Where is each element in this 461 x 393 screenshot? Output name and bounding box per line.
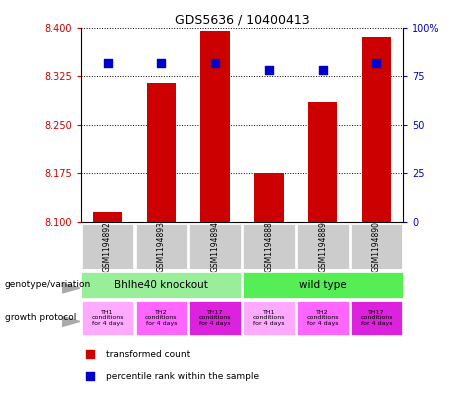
Text: GSM1194892: GSM1194892 <box>103 221 112 272</box>
Bar <box>201 31 230 222</box>
Text: TH2
conditions
for 4 days: TH2 conditions for 4 days <box>307 310 339 326</box>
Polygon shape <box>62 316 80 327</box>
Bar <box>243 301 295 335</box>
Text: GSM1194893: GSM1194893 <box>157 221 166 272</box>
Bar <box>297 224 349 269</box>
Text: TH17
conditions
for 4 days: TH17 conditions for 4 days <box>199 310 231 326</box>
Point <box>87 351 94 358</box>
Text: TH1
conditions
for 4 days: TH1 conditions for 4 days <box>253 310 285 326</box>
Point <box>158 60 165 66</box>
Bar <box>297 301 349 335</box>
Text: genotype/variation: genotype/variation <box>5 280 91 289</box>
Bar <box>93 212 122 222</box>
Point <box>265 66 272 73</box>
Text: TH17
conditions
for 4 days: TH17 conditions for 4 days <box>360 310 393 326</box>
Bar <box>242 272 403 298</box>
Text: TH1
conditions
for 4 days: TH1 conditions for 4 days <box>91 310 124 326</box>
Bar <box>82 224 133 269</box>
Bar <box>351 301 402 335</box>
Text: wild type: wild type <box>299 279 347 290</box>
Text: Bhlhe40 knockout: Bhlhe40 knockout <box>114 279 208 290</box>
Bar <box>362 37 391 222</box>
Bar <box>136 301 187 335</box>
Point <box>212 60 219 66</box>
Text: GSM1194888: GSM1194888 <box>265 221 273 272</box>
Bar <box>189 224 241 269</box>
Text: transformed count: transformed count <box>106 350 191 359</box>
Point <box>319 66 326 73</box>
Bar <box>254 173 284 222</box>
Polygon shape <box>62 283 80 293</box>
Text: GSM1194889: GSM1194889 <box>318 221 327 272</box>
Point <box>373 60 380 66</box>
Bar <box>243 224 295 269</box>
Text: TH2
conditions
for 4 days: TH2 conditions for 4 days <box>145 310 177 326</box>
Bar <box>82 301 133 335</box>
Text: GSM1194890: GSM1194890 <box>372 221 381 272</box>
Bar <box>147 83 176 222</box>
Text: GSM1194894: GSM1194894 <box>211 221 219 272</box>
Bar <box>351 224 402 269</box>
Bar <box>136 224 187 269</box>
Bar <box>308 102 337 222</box>
Bar <box>189 301 241 335</box>
Point <box>87 373 94 380</box>
Text: growth protocol: growth protocol <box>5 314 76 322</box>
Text: percentile rank within the sample: percentile rank within the sample <box>106 372 260 381</box>
Point <box>104 60 111 66</box>
Title: GDS5636 / 10400413: GDS5636 / 10400413 <box>175 13 309 26</box>
Bar <box>81 272 242 298</box>
